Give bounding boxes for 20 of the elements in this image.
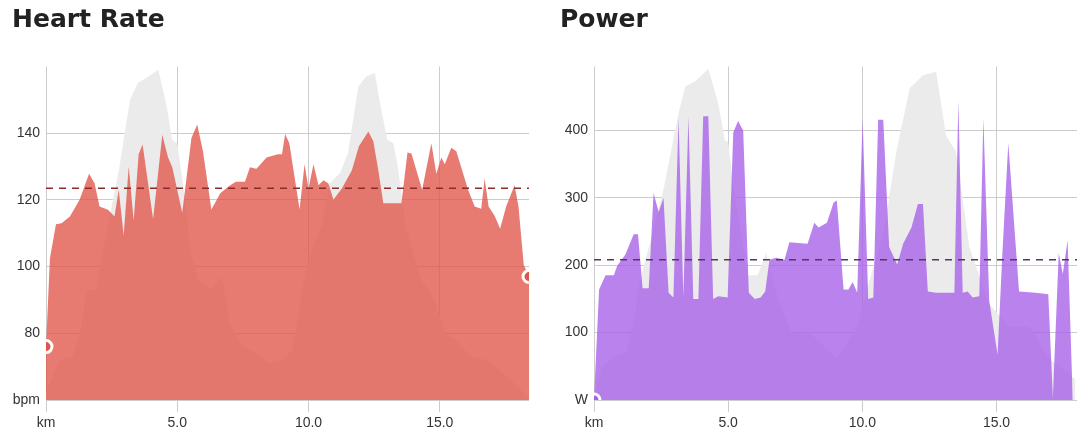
y-tick-label: 120 (16, 190, 41, 207)
y-tick-label: 100 (564, 323, 589, 340)
chart-title: Power (560, 4, 648, 33)
y-tick-label: 300 (564, 188, 589, 205)
y-tick-label: 200 (564, 256, 589, 273)
x-tick-label: 5.0 (718, 414, 739, 431)
y-tick-label: 400 (564, 121, 589, 138)
y-tick-label: bpm (12, 390, 40, 407)
chart-title: Heart Rate (12, 4, 165, 33)
x-tick-label: 15.0 (426, 414, 454, 431)
x-tick-label: 5.0 (167, 414, 188, 431)
y-tick-label: 140 (16, 123, 41, 140)
x-tick-label: km (584, 414, 604, 431)
y-tick-label: 100 (16, 257, 41, 274)
x-tick-label: 15.0 (982, 414, 1011, 431)
x-tick-label: 10.0 (294, 414, 323, 431)
x-tick-label: km (36, 414, 56, 431)
y-tick-label: 80 (24, 324, 41, 341)
x-tick-label: 10.0 (848, 414, 877, 431)
y-tick-label: W (574, 390, 589, 407)
